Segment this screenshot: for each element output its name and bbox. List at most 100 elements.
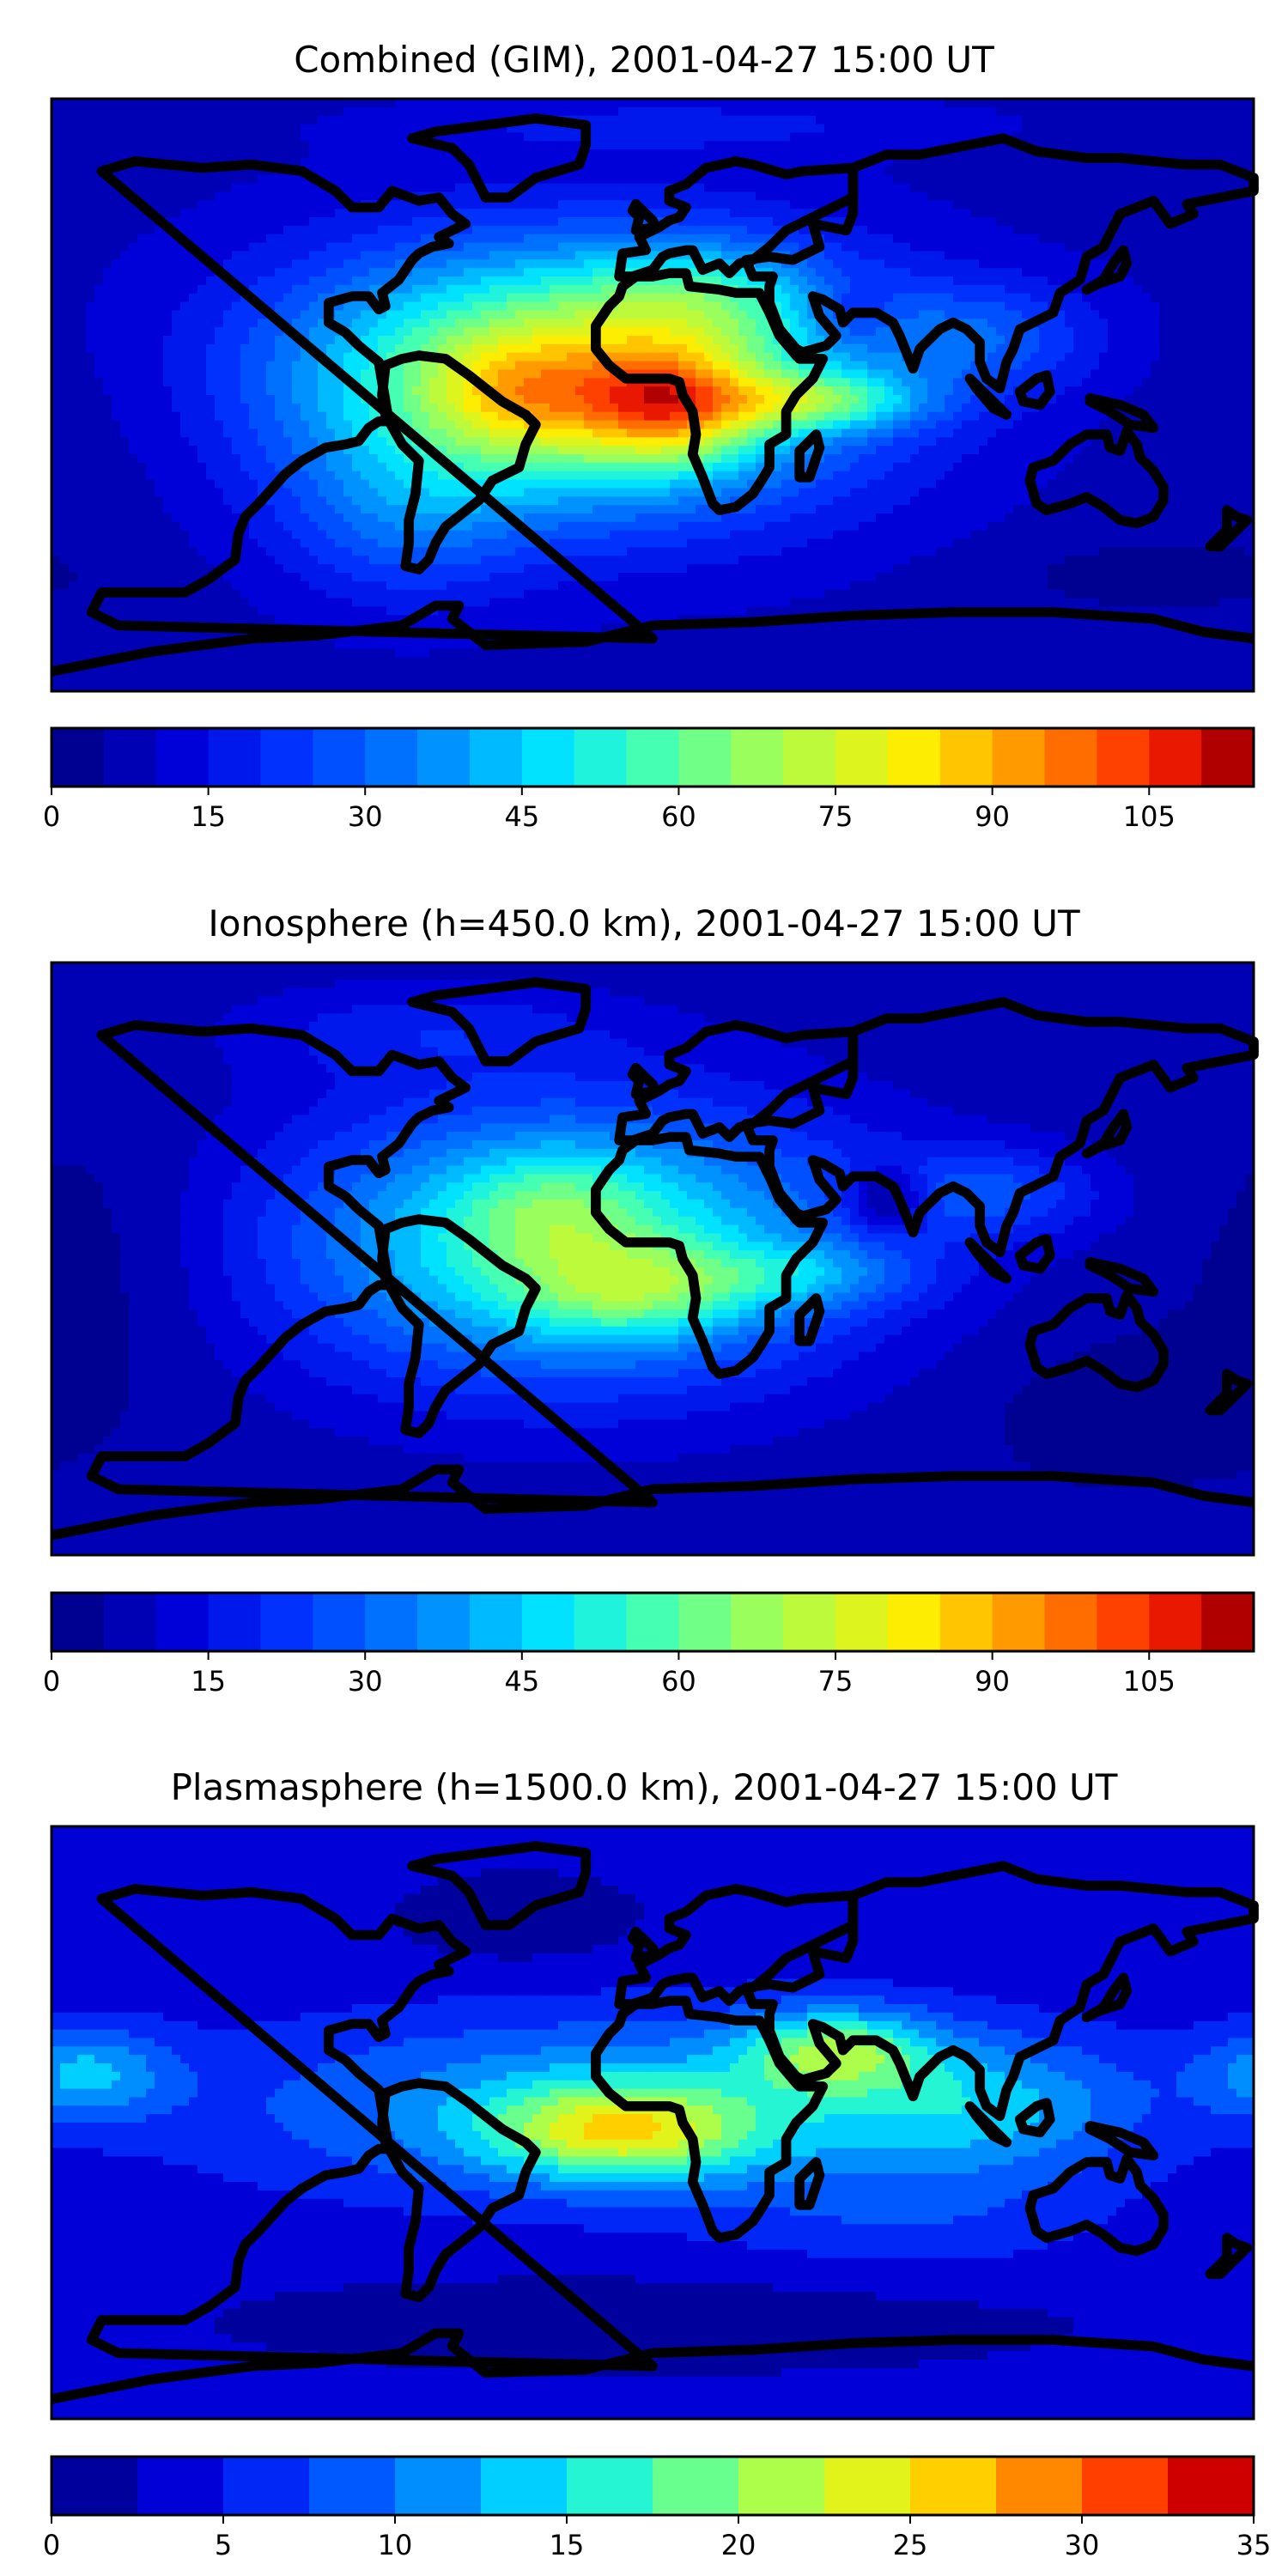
- field-cell: [464, 149, 473, 159]
- field-cell: [678, 310, 688, 319]
- field-cell: [953, 234, 963, 244]
- field-cell: [404, 166, 413, 176]
- field-cell: [52, 124, 61, 134]
- field-cell: [352, 301, 361, 312]
- field-cell: [386, 386, 396, 396]
- field-cell: [704, 124, 714, 134]
- field-cell: [189, 217, 198, 227]
- field-cell: [867, 369, 877, 379]
- field-cell: [52, 106, 61, 117]
- field-cell: [258, 251, 267, 260]
- field-cell: [129, 225, 138, 235]
- field-cell: [678, 149, 688, 159]
- field-cell: [472, 191, 482, 201]
- field-cell: [404, 217, 413, 227]
- field-cell: [412, 115, 422, 125]
- field-cell: [352, 149, 361, 159]
- field-cell: [163, 352, 173, 362]
- field-cell: [103, 395, 112, 404]
- field-cell: [876, 166, 885, 176]
- field-cell: [945, 293, 954, 303]
- field-cell: [112, 242, 121, 252]
- field-cell: [146, 284, 155, 295]
- field-cell: [876, 200, 885, 210]
- field-cell: [1185, 378, 1194, 387]
- field-cell: [86, 217, 95, 227]
- field-cell: [206, 149, 216, 159]
- field-cell: [412, 124, 422, 134]
- field-cell: [69, 191, 78, 201]
- field-cell: [215, 284, 224, 295]
- field-cell: [103, 352, 112, 362]
- field-cell: [747, 378, 756, 387]
- field-cell: [69, 352, 78, 362]
- field-cell: [532, 319, 542, 328]
- field-cell: [1168, 132, 1177, 142]
- field-cell: [610, 234, 619, 244]
- field-cell: [146, 217, 155, 227]
- field-cell: [704, 115, 714, 125]
- field-cell: [979, 124, 988, 134]
- field-cell: [369, 343, 379, 354]
- field-cell: [927, 158, 937, 167]
- field-cell: [653, 191, 662, 201]
- field-cell: [816, 106, 825, 117]
- field-cell: [859, 378, 868, 387]
- field-cell: [799, 284, 808, 295]
- field-cell: [1142, 310, 1151, 319]
- field-cell: [1185, 369, 1194, 379]
- field-cell: [1125, 141, 1134, 150]
- field-cell: [1151, 352, 1160, 362]
- field-cell: [1211, 209, 1220, 218]
- field-cell: [867, 352, 877, 362]
- field-cell: [352, 361, 361, 371]
- field-cell: [1211, 386, 1220, 396]
- field-cell: [395, 361, 404, 371]
- field-cell: [206, 361, 216, 371]
- field-cell: [1013, 352, 1023, 362]
- field-cell: [189, 141, 198, 150]
- field-cell: [936, 217, 945, 227]
- field-cell: [567, 284, 576, 295]
- field-cell: [215, 209, 224, 218]
- field-cell: [94, 99, 104, 108]
- field-cell: [610, 319, 619, 328]
- field-cell: [343, 124, 353, 134]
- field-cell: [180, 395, 190, 404]
- field-cell: [618, 191, 628, 201]
- field-cell: [1091, 378, 1100, 387]
- field-cell: [824, 234, 834, 244]
- field-cell: [945, 284, 954, 295]
- field-cell: [283, 352, 293, 362]
- field-cell: [60, 115, 70, 125]
- field-cell: [1133, 166, 1143, 176]
- field-cell: [738, 200, 748, 210]
- field-cell: [653, 99, 662, 108]
- field-cell: [249, 106, 258, 117]
- field-cell: [824, 361, 834, 371]
- field-cell: [1194, 106, 1203, 117]
- field-cell: [1082, 166, 1091, 176]
- field-cell: [884, 141, 894, 150]
- field-cell: [541, 395, 550, 404]
- field-cell: [103, 225, 112, 235]
- field-cell: [1236, 386, 1246, 396]
- field-cell: [481, 217, 490, 227]
- field-cell: [644, 141, 653, 150]
- field-cell: [1056, 369, 1066, 379]
- field-cell: [326, 336, 336, 345]
- field-cell: [945, 149, 954, 159]
- field-cell: [575, 106, 585, 117]
- field-cell: [1202, 284, 1212, 295]
- field-cell: [386, 327, 396, 337]
- field-cell: [558, 200, 568, 210]
- field-cell: [644, 301, 653, 312]
- field-cell: [249, 361, 258, 371]
- field-cell: [584, 225, 593, 235]
- field-cell: [404, 183, 413, 193]
- field-cell: [180, 310, 190, 319]
- field-cell: [902, 158, 911, 167]
- field-cell: [584, 259, 593, 269]
- field-cell: [807, 336, 817, 345]
- field-cell: [1185, 234, 1194, 244]
